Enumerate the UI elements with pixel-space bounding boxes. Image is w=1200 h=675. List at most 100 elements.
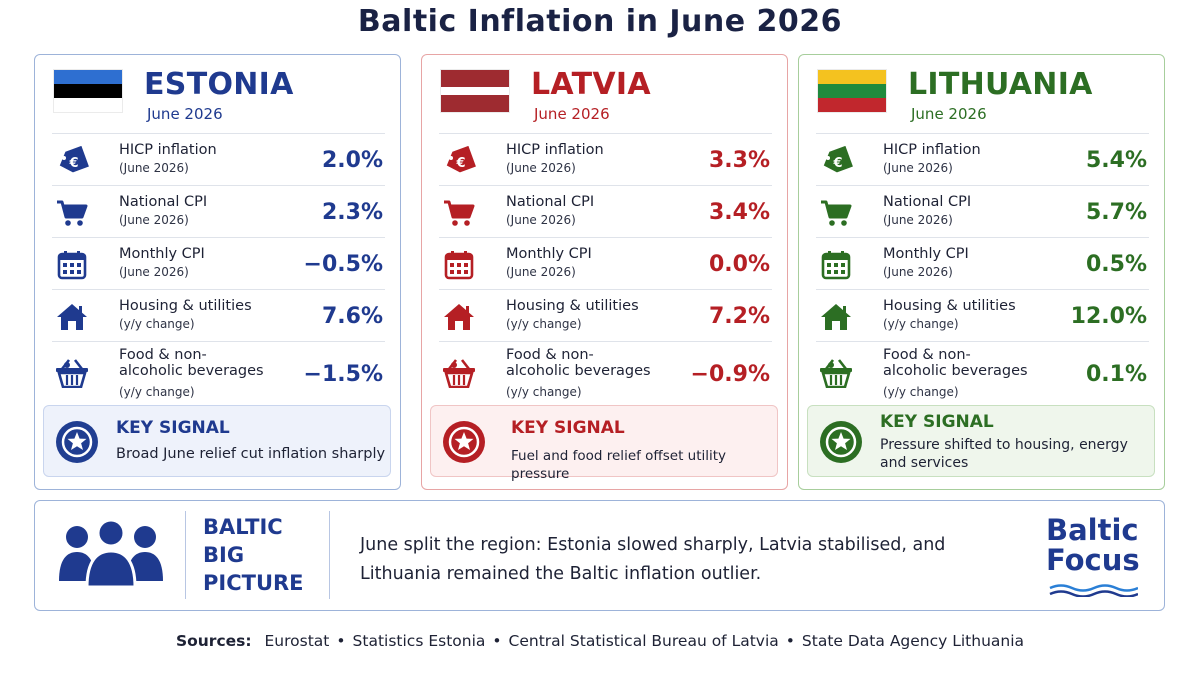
indicator-row: Monthly CPI (June 2026) 0.0% bbox=[439, 237, 772, 289]
card-header: ESTONIA June 2026 bbox=[35, 55, 400, 133]
indicator-value: 12.0% bbox=[1070, 304, 1147, 329]
indicator-period: (June 2026) bbox=[119, 213, 189, 227]
shopping-cart-icon bbox=[442, 198, 476, 228]
indicator-label: Housing & utilities bbox=[119, 298, 252, 314]
indicator-period: (June 2026) bbox=[883, 265, 953, 279]
indicator-row: Housing & utilities (y/y change) 7.2% bbox=[439, 289, 772, 341]
flag-latvia bbox=[441, 70, 509, 112]
indicator-list: € HICP inflation (June 2026) 3.3% Nation… bbox=[439, 133, 772, 407]
card-header: LITHUANIA June 2026 bbox=[799, 55, 1164, 133]
indicator-value: 5.4% bbox=[1085, 148, 1147, 173]
key-signal-title: KEY SIGNAL bbox=[880, 412, 994, 432]
separator: • bbox=[785, 632, 795, 650]
star-icon bbox=[56, 421, 98, 463]
indicator-period: (June 2026) bbox=[506, 265, 576, 279]
flag-lithuania bbox=[818, 70, 886, 112]
card-estonia: ESTONIA June 2026 € HICP inflation (June… bbox=[34, 54, 401, 490]
basket-icon bbox=[819, 358, 853, 388]
page-title: Baltic Inflation in June 2026 bbox=[357, 4, 843, 39]
indicator-row: Food & non-alcoholic beverages (y/y chan… bbox=[439, 341, 772, 407]
indicator-label: Monthly CPI bbox=[119, 246, 205, 262]
calendar-icon bbox=[819, 250, 853, 280]
indicator-row: Housing & utilities (y/y change) 7.6% bbox=[52, 289, 385, 341]
source-item: Eurostat bbox=[264, 632, 330, 650]
indicator-label: National CPI bbox=[506, 194, 595, 210]
indicator-row: € HICP inflation (June 2026) 3.3% bbox=[439, 133, 772, 185]
indicator-row: Monthly CPI (June 2026) 0.5% bbox=[816, 237, 1149, 289]
source-item: Central Statistical Bureau of Latvia bbox=[508, 632, 779, 650]
house-icon bbox=[55, 302, 89, 332]
indicator-row: € HICP inflation (June 2026) 5.4% bbox=[816, 133, 1149, 185]
indicator-value: 3.3% bbox=[708, 148, 770, 173]
big-picture-title: BALTIC BIG PICTURE bbox=[203, 515, 304, 595]
indicator-period: (y/y change) bbox=[506, 385, 582, 399]
indicator-row: Food & non-alcoholic beverages (y/y chan… bbox=[816, 341, 1149, 407]
indicator-row: € HICP inflation (June 2026) 2.0% bbox=[52, 133, 385, 185]
country-month: June 2026 bbox=[534, 105, 610, 123]
card-lithuania: LITHUANIA June 2026 € HICP inflation (Ju… bbox=[798, 54, 1165, 490]
indicator-value: 2.3% bbox=[321, 200, 383, 225]
country-name: ESTONIA bbox=[144, 67, 294, 102]
indicator-label: Monthly CPI bbox=[506, 246, 592, 262]
calendar-icon bbox=[55, 250, 89, 280]
card-latvia: LATVIA June 2026 € HICP inflation (June … bbox=[421, 54, 788, 490]
indicator-label: HICP inflation bbox=[506, 142, 604, 158]
star-icon bbox=[820, 421, 862, 463]
key-signal-box: KEY SIGNAL Fuel and food relief offset u… bbox=[430, 405, 778, 482]
key-signal-text: Fuel and food relief offset utility pres… bbox=[511, 448, 727, 482]
country-month: June 2026 bbox=[911, 105, 987, 123]
indicator-period: (June 2026) bbox=[506, 161, 576, 175]
indicator-label: Food & non-alcoholic beverages bbox=[119, 347, 264, 379]
wave-icon bbox=[1048, 583, 1138, 597]
indicator-row: National CPI (June 2026) 3.4% bbox=[439, 185, 772, 237]
key-signal-text: Broad June relief cut inflation sharply bbox=[116, 446, 386, 462]
indicator-value: −0.9% bbox=[690, 362, 770, 387]
country-name: LATVIA bbox=[531, 67, 651, 102]
svg-text:€: € bbox=[455, 156, 465, 171]
star-icon bbox=[443, 421, 485, 463]
sources-line: Sources: Eurostat • Statistics Estonia • Cen… bbox=[0, 632, 1200, 650]
source-item: Statistics Estonia bbox=[352, 632, 486, 650]
svg-text:€: € bbox=[832, 156, 842, 171]
brand-logo: Baltic Focus bbox=[1046, 513, 1140, 577]
indicator-value: 0.5% bbox=[1085, 252, 1147, 277]
indicator-label: HICP inflation bbox=[883, 142, 981, 158]
basket-icon bbox=[55, 358, 89, 388]
calendar-icon bbox=[442, 250, 476, 280]
indicator-period: (y/y change) bbox=[883, 385, 959, 399]
indicator-value: −0.5% bbox=[303, 252, 383, 277]
big-picture-text: June split the region: Estonia slowed sh… bbox=[360, 535, 946, 584]
indicator-label: Monthly CPI bbox=[883, 246, 969, 262]
indicator-period: (June 2026) bbox=[883, 161, 953, 175]
indicator-row: National CPI (June 2026) 2.3% bbox=[52, 185, 385, 237]
house-icon bbox=[442, 302, 476, 332]
country-name: LITHUANIA bbox=[908, 67, 1093, 102]
indicator-label: National CPI bbox=[119, 194, 208, 210]
key-signal-title: KEY SIGNAL bbox=[116, 418, 230, 438]
basket-icon bbox=[442, 358, 476, 388]
indicator-value: −1.5% bbox=[303, 362, 383, 387]
indicator-value: 2.0% bbox=[321, 148, 383, 173]
sources-label: Sources: bbox=[175, 632, 252, 650]
indicator-row: National CPI (June 2026) 5.7% bbox=[816, 185, 1149, 237]
indicator-value: 0.1% bbox=[1085, 362, 1147, 387]
indicator-value: 0.0% bbox=[708, 252, 770, 277]
indicator-label: National CPI bbox=[883, 194, 972, 210]
euro-tag-icon: € bbox=[819, 146, 853, 176]
indicator-value: 5.7% bbox=[1085, 200, 1147, 225]
divider bbox=[329, 511, 330, 599]
indicator-period: (y/y change) bbox=[883, 317, 959, 331]
indicator-period: (y/y change) bbox=[506, 317, 582, 331]
key-signal-title: KEY SIGNAL bbox=[511, 418, 625, 438]
indicator-row: Food & non-alcoholic beverages (y/y chan… bbox=[52, 341, 385, 407]
indicator-value: 3.4% bbox=[708, 200, 770, 225]
indicator-list: € HICP inflation (June 2026) 2.0% Nation… bbox=[52, 133, 385, 407]
separator: • bbox=[336, 632, 346, 650]
indicator-value: 7.6% bbox=[321, 304, 383, 329]
indicator-period: (June 2026) bbox=[883, 213, 953, 227]
indicator-label: Food & non-alcoholic beverages bbox=[883, 347, 1028, 379]
indicator-row: Housing & utilities (y/y change) 12.0% bbox=[816, 289, 1149, 341]
indicator-label: Housing & utilities bbox=[883, 298, 1016, 314]
separator: • bbox=[492, 632, 502, 650]
indicator-period: (June 2026) bbox=[506, 213, 576, 227]
